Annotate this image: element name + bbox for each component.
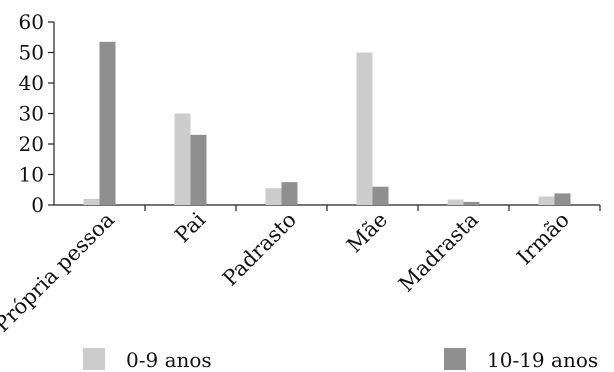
category-label: Pai <box>170 207 210 247</box>
category-label: Madrasta <box>394 208 483 297</box>
legend-swatch <box>444 348 466 370</box>
y-tick-label: 30 <box>19 102 44 126</box>
legend-label: 0-9 anos <box>126 348 212 372</box>
category-labels: Própria pessoa Pai Padrasto Mãe Madrasta Irmã… <box>0 207 574 336</box>
bar-series1-5 <box>538 196 555 205</box>
y-tick-label: 50 <box>19 41 44 65</box>
legend-label: 10-19 anos <box>487 348 598 372</box>
legend: 0-9 anos 10-19 anos <box>83 348 598 372</box>
y-tick-label: 60 <box>19 10 44 34</box>
bar-series1-0 <box>83 198 100 205</box>
legend-swatch <box>83 348 105 370</box>
bar-series2-3 <box>372 186 389 205</box>
category-label: Irmão <box>512 208 574 270</box>
y-tick-label: 40 <box>19 71 44 95</box>
y-tick-label: 10 <box>19 163 44 187</box>
bar-series2-1 <box>190 134 207 205</box>
category-label: Padrasto <box>218 208 301 291</box>
bar-series1-1 <box>174 113 191 205</box>
bar-series1-4 <box>447 199 464 205</box>
bar-series2-5 <box>554 193 571 205</box>
bar-series2-4 <box>463 201 480 205</box>
x-axis <box>54 204 601 211</box>
bar-series1-3 <box>356 52 373 205</box>
y-tick-label: 0 <box>31 193 44 217</box>
bar-series2-2 <box>281 182 298 205</box>
y-tick-label: 20 <box>19 132 44 156</box>
bar-series2-0 <box>99 41 116 206</box>
bars-group <box>83 41 571 206</box>
y-axis: 0 10 20 30 40 50 60 <box>19 10 55 217</box>
category-label: Mãe <box>342 208 392 258</box>
bar-series1-2 <box>265 188 282 205</box>
category-label: Própria pessoa <box>0 208 119 337</box>
